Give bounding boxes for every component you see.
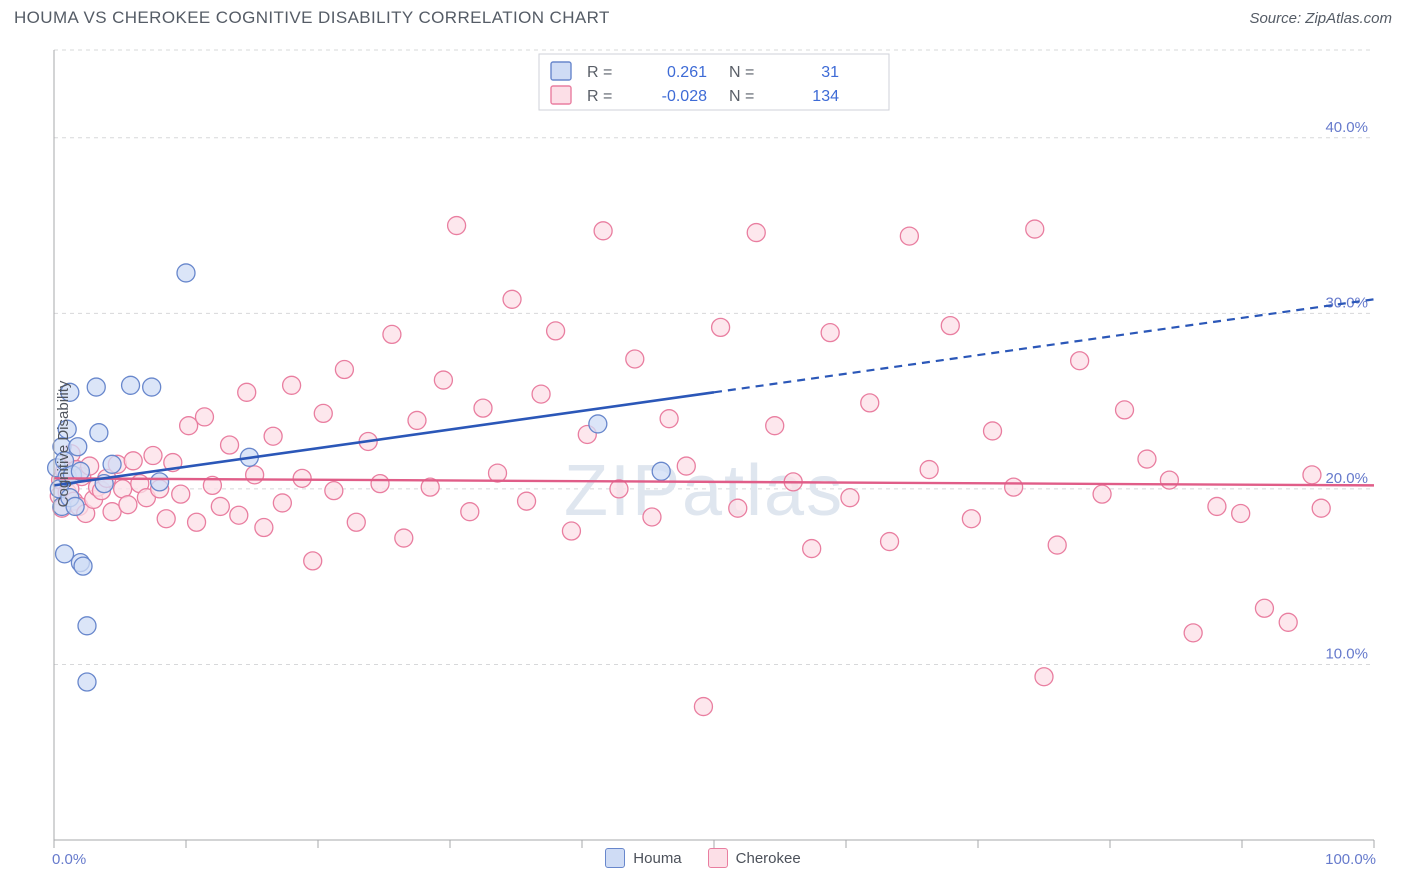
- chart-title: HOUMA VS CHEROKEE COGNITIVE DISABILITY C…: [14, 8, 610, 28]
- svg-text:10.0%: 10.0%: [1325, 645, 1368, 662]
- svg-text:-0.028: -0.028: [662, 88, 707, 105]
- svg-text:31: 31: [821, 64, 839, 81]
- svg-text:40.0%: 40.0%: [1325, 119, 1368, 136]
- y-axis-label: Cognitive Disability: [55, 381, 72, 508]
- svg-text:N =: N =: [729, 88, 754, 105]
- svg-text:0.0%: 0.0%: [52, 851, 86, 864]
- svg-text:R =: R =: [587, 88, 612, 105]
- svg-text:100.0%: 100.0%: [1325, 851, 1376, 864]
- svg-text:0.261: 0.261: [667, 64, 707, 81]
- chart-area: Cognitive Disability 10.0%20.0%30.0%40.0…: [8, 34, 1398, 854]
- svg-text:ZIPatlas: ZIPatlas: [564, 451, 844, 531]
- svg-text:30.0%: 30.0%: [1325, 294, 1368, 311]
- svg-text:134: 134: [812, 88, 839, 105]
- svg-text:N =: N =: [729, 64, 754, 81]
- svg-text:R =: R =: [587, 64, 612, 81]
- scatter-chart-svg: 10.0%20.0%30.0%40.0%ZIPatlas0.0%100.0%R …: [8, 34, 1398, 864]
- chart-header: HOUMA VS CHEROKEE COGNITIVE DISABILITY C…: [8, 8, 1398, 34]
- chart-source: Source: ZipAtlas.com: [1249, 10, 1392, 27]
